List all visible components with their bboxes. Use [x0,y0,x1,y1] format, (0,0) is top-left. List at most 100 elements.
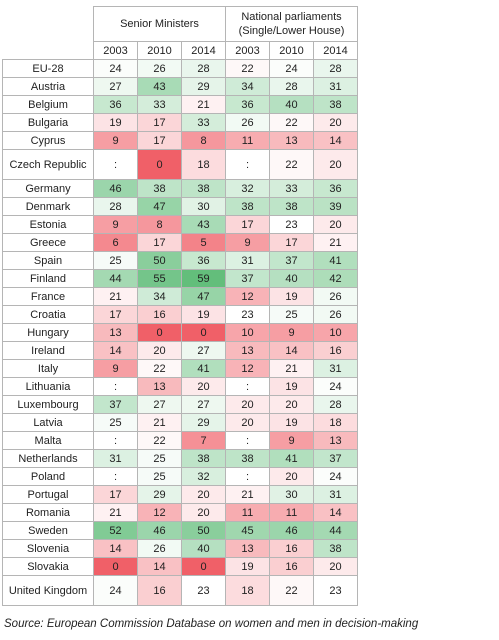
year-header: 2014 [181,41,226,60]
country-cell: Spain [2,251,94,270]
value-cell: 30 [181,197,226,216]
value-cell: 13 [93,323,138,342]
value-cell: 46 [269,521,314,540]
value-cell: 28 [93,197,138,216]
year-header: 2003 [93,41,138,60]
table-body: EU-28 24 26 28 22 24 28 Austria 27 43 29 34 28 31 Belg… [2,59,358,606]
value-cell: 23 [269,215,314,234]
value-cell: : [225,377,270,396]
value-cell: : [225,431,270,450]
value-cell: : [225,467,270,486]
value-cell: 31 [225,251,270,270]
value-cell: 20 [269,467,314,486]
table-row: Slovenia 14 26 40 13 16 38 [2,539,358,558]
value-cell: 24 [269,59,314,78]
value-cell: 13 [137,377,182,396]
value-cell: 17 [225,215,270,234]
value-cell: 47 [137,197,182,216]
senior-ministers-label: Senior Ministers [120,18,199,30]
source-note: Source: European Commission Database on … [4,618,419,630]
table-row: Hungary 13 0 0 10 9 10 [2,323,358,342]
country-cell: Greece [2,233,94,252]
table-row: Poland:25 32:20 24 [2,467,358,486]
value-cell: 38 [269,197,314,216]
value-cell: 0 [137,323,182,342]
value-cell: 46 [137,521,182,540]
value-cell: 16 [137,575,182,606]
value-cell: 40 [269,269,314,288]
country-cell: Belgium [2,95,94,114]
table-row: Italy 9 22 41 12 21 31 [2,359,358,378]
country-cell: Austria [2,77,94,96]
value-cell: 20 [313,149,358,180]
table-row: Belgium 36 33 21 36 40 38 [2,95,358,114]
value-cell: 19 [93,113,138,132]
value-cell: 26 [313,305,358,324]
value-cell: 13 [313,431,358,450]
value-cell: 0 [181,557,226,576]
value-cell: 8 [181,131,226,150]
value-cell: 20 [313,215,358,234]
value-cell: 28 [269,77,314,96]
value-cell: 21 [269,359,314,378]
value-cell: 14 [269,341,314,360]
value-cell: 14 [313,131,358,150]
value-cell: 17 [93,305,138,324]
value-cell: 34 [137,287,182,306]
value-cell: 18 [313,413,358,432]
table-row: France 21 34 47 12 19 26 [2,287,358,306]
value-cell: 37 [269,251,314,270]
value-cell: 33 [137,95,182,114]
table-row: United Kingdom 24 16 23 18 22 23 [2,575,358,606]
value-cell: : [93,431,138,450]
national-parliaments-label: National parliaments [241,11,342,23]
year-header-row: 2003 2010 2014 2003 2010 2014 [3,41,358,60]
table-row: Portugal 17 29 20 21 30 31 [2,485,358,504]
table-row: Greece 6 17 5 9 17 21 [2,233,358,252]
value-cell: 19 [225,557,270,576]
value-cell: 20 [181,503,226,522]
value-cell: 13 [269,131,314,150]
value-cell: 21 [313,233,358,252]
country-cell: Sweden [2,521,94,540]
value-cell: 37 [313,449,358,468]
value-cell: 36 [93,95,138,114]
value-cell: 22 [137,359,182,378]
value-cell: 26 [137,539,182,558]
table-row: Malta:22 7:9 13 [2,431,358,450]
table-row: Austria 27 43 29 34 28 31 [2,77,358,96]
value-cell: 46 [93,179,138,198]
value-cell: 16 [137,305,182,324]
value-cell: 36 [313,179,358,198]
value-cell: 16 [313,341,358,360]
country-cell: EU-28 [2,59,94,78]
country-cell: Romania [2,503,94,522]
value-cell: 8 [137,215,182,234]
value-cell: 25 [137,467,182,486]
value-cell: 26 [137,59,182,78]
value-cell: 42 [313,269,358,288]
country-cell: Cyprus [2,131,94,150]
value-cell: 29 [181,77,226,96]
table-row: Lithuania:13 20:19 24 [2,377,358,396]
value-cell: 19 [269,413,314,432]
value-cell: 16 [269,557,314,576]
value-cell: 7 [181,431,226,450]
value-cell: 43 [137,77,182,96]
value-cell: 21 [181,95,226,114]
value-cell: 22 [225,59,270,78]
value-cell: 37 [225,269,270,288]
value-cell: 17 [137,233,182,252]
value-cell: 20 [313,113,358,132]
value-cell: 45 [225,521,270,540]
value-cell: 59 [181,269,226,288]
table-row: Estonia 9 8 43 17 23 20 [2,215,358,234]
value-cell: 19 [181,305,226,324]
table-row: EU-28 24 26 28 22 24 28 [2,59,358,78]
value-cell: 20 [269,395,314,414]
value-cell: 12 [225,287,270,306]
value-cell: 9 [225,233,270,252]
value-cell: 21 [93,503,138,522]
value-cell: 22 [269,575,314,606]
country-cell: Bulgaria [2,113,94,132]
